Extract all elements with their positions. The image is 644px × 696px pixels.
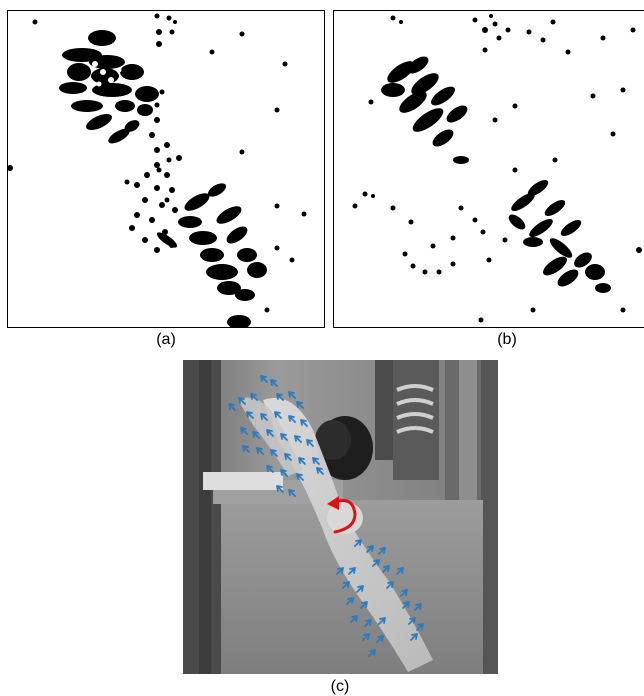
arrow-icon	[386, 581, 394, 589]
arrow-icon	[266, 465, 274, 473]
arrow-icon	[270, 379, 278, 387]
panel-c	[183, 360, 498, 674]
arrow-icon	[296, 473, 304, 481]
arrow-icon	[242, 445, 250, 453]
arrow-icon	[260, 375, 268, 383]
arrow-icon	[356, 585, 364, 593]
arrow-icon	[414, 603, 422, 611]
arrow-icon	[288, 391, 296, 399]
panel-b	[333, 10, 644, 328]
arrow-icon	[294, 435, 302, 443]
arrow-icon	[316, 467, 324, 475]
scatter-dots-b	[352, 14, 642, 323]
arrow-icon	[354, 539, 362, 547]
arrow-icon	[410, 633, 418, 641]
arrow-icon	[348, 567, 356, 575]
arrow-icon	[350, 615, 358, 623]
spring-coil	[396, 384, 434, 434]
arrow-icon	[360, 601, 368, 609]
arrow-icon	[362, 633, 370, 641]
panel-b-label: (b)	[497, 331, 517, 348]
arrow-icon	[366, 545, 374, 553]
arrow-icon	[346, 597, 354, 605]
arrow-icon	[228, 403, 236, 411]
motion-arrows-upper	[228, 375, 324, 497]
arrow-icon	[250, 393, 258, 401]
arrow-icon	[256, 447, 264, 455]
arrow-icon	[378, 547, 386, 555]
moving-limb	[263, 398, 433, 672]
arrow-icon	[288, 489, 296, 497]
arrow-icon	[400, 589, 408, 597]
arrow-icon	[342, 581, 350, 589]
arrow-icon	[266, 429, 274, 437]
arrow-icon	[396, 567, 404, 575]
blob-cluster-lower	[156, 183, 267, 328]
arrow-icon	[246, 411, 254, 419]
panel-c-label: (c)	[330, 678, 350, 695]
arrow-icon	[300, 419, 308, 427]
blob-cluster-upper	[59, 30, 159, 144]
arrow-icon	[284, 453, 292, 461]
arrow-icon	[260, 413, 268, 421]
arrow-icon	[416, 623, 424, 631]
arrow-icon	[274, 411, 282, 419]
arrow-icon	[280, 433, 288, 441]
panel-a	[7, 10, 325, 328]
motion-arrows-lower	[336, 539, 424, 657]
arrow-icon	[312, 457, 320, 465]
arrow-icon	[382, 565, 390, 573]
arrow-icon	[408, 617, 416, 625]
arrow-icon	[240, 427, 248, 435]
panel-a-label: (a)	[156, 331, 176, 348]
blob-cluster-lower-b	[508, 179, 611, 293]
arrow-icon	[276, 393, 284, 401]
arrow-icon	[288, 415, 296, 423]
arrow-icon	[364, 619, 372, 627]
arrow-icon	[298, 457, 306, 465]
arrow-icon	[270, 449, 278, 457]
scatter-dots-a	[7, 13, 307, 313]
arrow-icon	[280, 469, 288, 477]
arrow-icon	[372, 559, 380, 567]
background-machine	[393, 360, 439, 480]
curved-arrow-icon	[327, 496, 357, 534]
arrow-icon	[378, 617, 386, 625]
arrow-icon	[252, 431, 260, 439]
arrow-icon	[402, 601, 410, 609]
binary-map-b	[333, 10, 644, 328]
arrow-icon	[276, 485, 284, 493]
arrow-icon	[306, 439, 314, 447]
arrow-icon	[336, 567, 344, 575]
arrow-icon	[238, 397, 246, 405]
blob-cluster-upper-b	[381, 56, 469, 164]
blob-holes-upper	[92, 61, 122, 87]
arrow-icon	[296, 401, 304, 409]
arrow-icon	[376, 635, 384, 643]
video-frame-c	[183, 360, 498, 674]
binary-map-a	[7, 10, 325, 328]
arrow-icon	[368, 649, 376, 657]
